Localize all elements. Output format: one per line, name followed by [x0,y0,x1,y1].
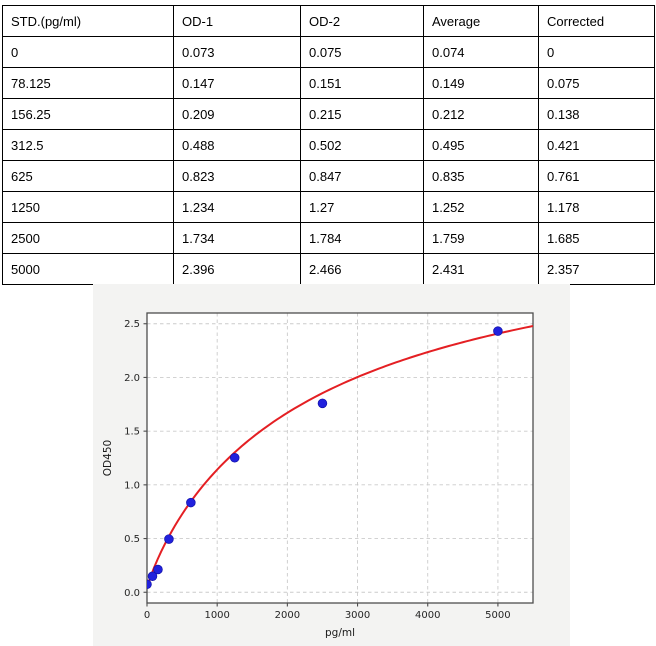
table-cell: 1.252 [423,191,539,223]
table-cell: 0.502 [300,129,424,161]
y-tick-label: 0.5 [124,534,140,545]
y-axis-label: OD450 [102,440,114,476]
table-row: 625 0.823 0.847 0.835 0.761 [2,160,655,192]
x-axis-label: pg/ml [325,627,355,639]
x-tick-label: 5000 [485,610,510,621]
table-cell: 78.125 [2,67,174,99]
col-header-average: Average [423,5,539,37]
table-row: 156.25 0.209 0.215 0.212 0.138 [2,98,655,130]
data-point [147,571,158,582]
standard-curve-chart: 0 1000 2000 3000 4000 5000 0.0 0.5 1.0 1.5 2.0 2.5 p… [102,312,534,639]
table-cell: 0.147 [173,67,301,99]
data-point [147,579,152,590]
y-tick-label: 0.0 [124,588,140,599]
x-tick-label: 1000 [204,610,229,621]
table-cell: 1.27 [300,191,424,223]
table-row: 5000 2.396 2.466 2.431 2.357 [2,253,655,285]
table-cell: 0.138 [538,98,655,130]
table-cell: 1.784 [300,222,424,254]
table-cell: 1.685 [538,222,655,254]
table-cell: 156.25 [2,98,174,130]
y-tick-label: 1.5 [124,427,140,438]
col-header-corrected: Corrected [538,5,655,37]
table-cell: 0.835 [423,160,539,192]
table-header-row: STD.(pg/ml) OD-1 OD-2 Average Corrected [2,5,655,37]
table-row: 2500 1.734 1.784 1.759 1.685 [2,222,655,254]
table-cell: 0.847 [300,160,424,192]
table-cell: 1.759 [423,222,539,254]
table-cell: 1.234 [173,191,301,223]
table-cell: 1250 [2,191,174,223]
table-cell: 312.5 [2,129,174,161]
axes-spines [146,312,534,604]
table-cell: 0.215 [300,98,424,130]
table-cell: 0.823 [173,160,301,192]
table-cell: 2500 [2,222,174,254]
y-tick-label: 2.0 [124,373,140,384]
table-cell: 0.149 [423,67,539,99]
data-point [229,453,240,463]
table-row: 1250 1.234 1.27 1.252 1.178 [2,191,655,223]
x-tick-label: 0 [144,610,150,621]
col-header-od1: OD-1 [173,5,301,37]
table-cell: 0 [538,36,655,68]
standards-table: STD.(pg/ml) OD-1 OD-2 Average Corrected … [2,5,655,285]
table-row: 78.125 0.147 0.151 0.149 0.075 [2,67,655,99]
table-cell: 0.761 [538,160,655,192]
fit-curve [147,325,533,589]
table-cell: 0.073 [173,36,301,68]
table-cell: 0.075 [300,36,424,68]
table-cell: 0.075 [538,67,655,99]
col-header-od2: OD-2 [300,5,424,37]
plot-area [147,313,533,603]
table-cell: 625 [2,160,174,192]
x-tick-label: 4000 [415,610,440,621]
table-cell: 0 [2,36,174,68]
data-point [186,497,196,508]
data-point [164,534,174,544]
y-tick-label: 2.5 [124,319,140,330]
table-cell: 0.421 [538,129,655,161]
table-cell: 0.495 [423,129,539,161]
y-tick-label: 1.0 [124,480,140,491]
table-cell: 0.209 [173,98,301,130]
col-header-std: STD.(pg/ml) [2,5,174,37]
table-cell: 5000 [2,253,174,285]
table-cell: 1.734 [173,222,301,254]
table-cell: 2.357 [538,253,655,285]
table-cell: 0.488 [173,129,301,161]
data-point [317,398,328,409]
x-tick-label: 2000 [275,610,300,621]
table-cell: 2.466 [300,253,424,285]
x-tick-label: 3000 [345,610,370,621]
data-point [493,326,503,336]
table-cell: 2.431 [423,253,539,285]
table-cell: 2.396 [173,253,301,285]
table-row: 312.5 0.488 0.502 0.495 0.421 [2,129,655,161]
standard-curve-figure: 0 1000 2000 3000 4000 5000 0.0 0.5 1.0 1.5 2.0 2.5 p… [93,284,570,646]
table-cell: 0.212 [423,98,539,130]
table-row: 0 0.073 0.075 0.074 0 [2,36,655,68]
data-point [153,564,163,575]
data-points [147,326,503,590]
table-cell: 1.178 [538,191,655,223]
table-cell: 0.074 [423,36,539,68]
table-cell: 0.151 [300,67,424,99]
